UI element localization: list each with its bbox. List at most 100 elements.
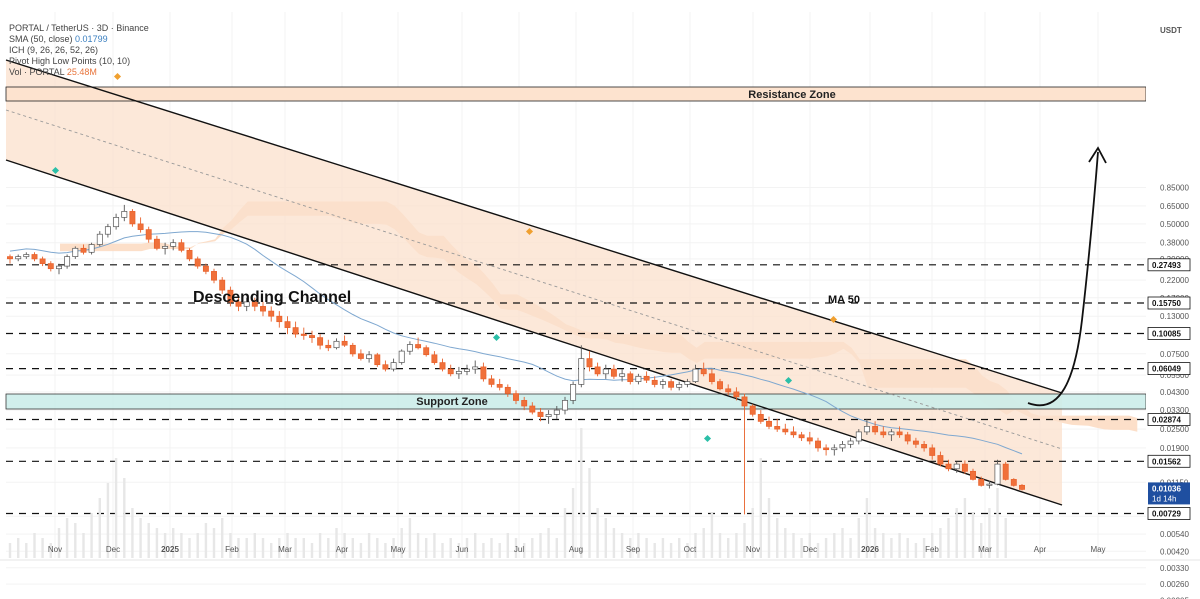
volume-bar <box>686 543 689 558</box>
volume-bar <box>955 508 958 558</box>
price-tick-label: 0.05500 <box>1160 371 1189 380</box>
candle-body <box>464 368 470 372</box>
volume-bar <box>41 538 44 558</box>
candle <box>341 335 348 347</box>
volume-bar <box>17 538 20 558</box>
candle <box>64 254 71 269</box>
time-tick-label: Jul <box>514 545 524 554</box>
candle <box>39 256 46 267</box>
candle-body <box>431 354 438 363</box>
time-tick-label: Feb <box>925 545 939 554</box>
candle <box>439 358 446 372</box>
volume-bar <box>465 538 469 558</box>
current-price-label: 0.01036 <box>1152 484 1181 493</box>
candle <box>398 349 405 365</box>
volume-bar <box>82 533 85 558</box>
candle <box>668 378 675 391</box>
volume-bar <box>204 523 208 558</box>
candle-body <box>39 258 46 264</box>
volume-bar <box>669 543 673 558</box>
volume-bar <box>751 508 754 558</box>
volume-bar <box>433 533 436 558</box>
price-tick-label: 0.01900 <box>1160 444 1189 453</box>
sma-legend-value: 0.01799 <box>75 34 108 44</box>
volume-bar <box>180 533 183 558</box>
price-level-tags: 0.27493 0.15750 0.10085 0.06049 0.02874 0.015… <box>1147 258 1191 520</box>
time-tick-label: 2025 <box>161 545 179 554</box>
ma-50-label: MA 50 <box>828 294 860 306</box>
candle <box>137 217 144 233</box>
volume-bar <box>555 538 558 558</box>
candle-body <box>847 440 854 445</box>
candle <box>202 263 209 275</box>
candle-body <box>113 217 120 228</box>
candle <box>912 437 919 448</box>
candle <box>594 362 601 377</box>
candle <box>741 393 748 515</box>
candle <box>978 476 985 487</box>
candle <box>757 410 764 424</box>
candle <box>717 378 723 391</box>
volume-bar <box>898 533 901 558</box>
price-axis[interactable]: 0.850000.650000.500000.380000.300000.220… <box>1160 184 1189 599</box>
candle-body <box>635 375 642 382</box>
candle-body <box>896 431 903 436</box>
volume-bar <box>270 543 273 558</box>
candle-body <box>749 405 756 415</box>
candle <box>872 421 879 435</box>
candle <box>1019 484 1025 491</box>
resistance-zone-label: Resistance Zone <box>748 89 835 101</box>
candle <box>806 431 813 445</box>
candle-body <box>333 340 340 349</box>
candle-body <box>823 447 830 451</box>
candle-body <box>496 384 503 388</box>
candle-body <box>243 301 250 307</box>
pivot-low-marker <box>51 166 60 175</box>
candle-body <box>521 400 528 407</box>
candle <box>725 384 732 396</box>
volume-bar <box>367 533 371 558</box>
candle-body <box>651 379 658 385</box>
time-tick-label: Dec <box>106 545 120 554</box>
time-tick-label: Jun <box>456 545 469 554</box>
candle <box>390 358 397 372</box>
candle <box>970 468 976 481</box>
volume-bar <box>759 458 762 558</box>
candle <box>406 341 413 355</box>
price-tick-label: 0.04300 <box>1160 388 1189 397</box>
volume-bar <box>441 543 444 558</box>
volume-bar <box>482 543 485 558</box>
candle-body <box>178 242 185 251</box>
volume-bar <box>776 518 779 558</box>
candle <box>888 429 895 441</box>
volume-bar <box>25 543 28 558</box>
volume-bar <box>351 538 354 558</box>
volume-bar <box>580 428 583 558</box>
time-tick-label: Apr <box>1034 545 1047 554</box>
candle <box>929 444 936 460</box>
volume-bar <box>359 543 363 558</box>
candle <box>382 360 389 372</box>
channel-mid-line <box>5 109 1063 450</box>
candle <box>513 390 519 405</box>
volume-bar <box>906 538 909 558</box>
time-axis[interactable]: Nov Dec 2025 Feb Mar Apr May Jun Jul Aug Sep Oct Nov… <box>48 545 1106 554</box>
candle-body <box>643 375 650 381</box>
volume-bar <box>539 533 542 558</box>
volume-bar <box>743 523 746 558</box>
volume-bar <box>767 498 771 558</box>
candle-body <box>659 381 666 385</box>
support-zone-label: Support Zone <box>416 396 488 408</box>
candle <box>178 239 185 253</box>
candle-body <box>961 463 968 472</box>
symbol-title: PORTAL / TetherUS · 3D · Binance <box>9 23 149 33</box>
volume-bar <box>604 518 607 558</box>
volume-bar <box>163 533 167 558</box>
candle-body <box>455 371 462 375</box>
volume-bar <box>221 518 224 558</box>
volume-bar <box>400 528 403 558</box>
volume-bars <box>8 428 1007 558</box>
candle <box>855 429 862 445</box>
time-tick-label: Mar <box>278 545 292 554</box>
